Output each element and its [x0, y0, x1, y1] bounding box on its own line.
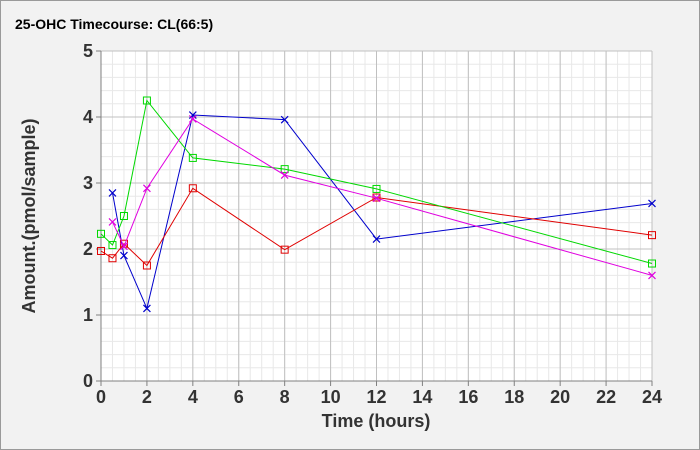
y-tick-label: 1 — [83, 305, 93, 325]
chart-title: 25-OHC Timecourse: CL(66:5) — [15, 16, 213, 32]
y-tick-label: 2 — [83, 239, 93, 259]
y-tick-label: 4 — [83, 107, 93, 127]
data-point — [97, 229, 105, 238]
axes — [96, 50, 653, 386]
data-point — [142, 261, 151, 270]
series-1 — [108, 111, 656, 313]
x-tick-label: 4 — [188, 387, 198, 407]
x-tick-label: 0 — [96, 387, 106, 407]
data-point — [142, 304, 151, 313]
data-point — [648, 259, 656, 268]
data-point — [372, 235, 381, 244]
x-tick-label: 12 — [366, 387, 386, 407]
data-point — [142, 96, 151, 105]
series-4 — [108, 115, 656, 280]
x-tick-label: 2 — [142, 387, 152, 407]
data-point — [188, 115, 197, 123]
x-tick-label: 6 — [234, 387, 244, 407]
x-axis-label: Time (hours) — [322, 411, 431, 431]
x-tick-label: 8 — [280, 387, 290, 407]
data-point — [188, 153, 197, 162]
y-tick-labels: 0 1 2 3 4 5 — [83, 41, 93, 391]
data-point — [119, 212, 128, 220]
x-tick-label: 14 — [412, 387, 432, 407]
data-point — [372, 184, 381, 193]
data-point — [280, 165, 289, 174]
data-point — [120, 242, 128, 251]
x-tick-label: 18 — [504, 387, 524, 407]
data-point — [648, 199, 656, 208]
y-axis-label: Amount.(pmol/sample) — [19, 118, 39, 313]
x-tick-labels: 0 2 4 6 8 10 12 14 16 18 20 22 24 — [96, 387, 662, 407]
data-point — [97, 246, 105, 255]
data-point — [648, 271, 656, 280]
y-tick-label: 0 — [83, 371, 93, 391]
y-tick-label: 5 — [83, 41, 93, 61]
data-point — [648, 231, 656, 240]
x-tick-label: 20 — [550, 387, 570, 407]
x-tick-label: 16 — [458, 387, 478, 407]
data-point — [280, 245, 289, 254]
data-point — [280, 171, 289, 180]
x-tick-label: 24 — [642, 387, 662, 407]
data-point — [188, 184, 197, 193]
data-point — [372, 194, 381, 203]
data-point — [108, 254, 117, 263]
x-tick-label: 10 — [321, 387, 341, 407]
data-point — [280, 115, 289, 124]
x-tick-label: 22 — [596, 387, 616, 407]
data-point — [108, 188, 117, 197]
series-line — [100, 187, 653, 267]
y-tick-label: 3 — [83, 173, 93, 193]
data-point — [142, 184, 151, 193]
series-layer — [97, 96, 656, 313]
series-3 — [97, 96, 656, 268]
series-line — [100, 99, 653, 264]
data-point — [120, 251, 128, 260]
data-point — [108, 218, 117, 226]
data-point — [108, 241, 117, 250]
